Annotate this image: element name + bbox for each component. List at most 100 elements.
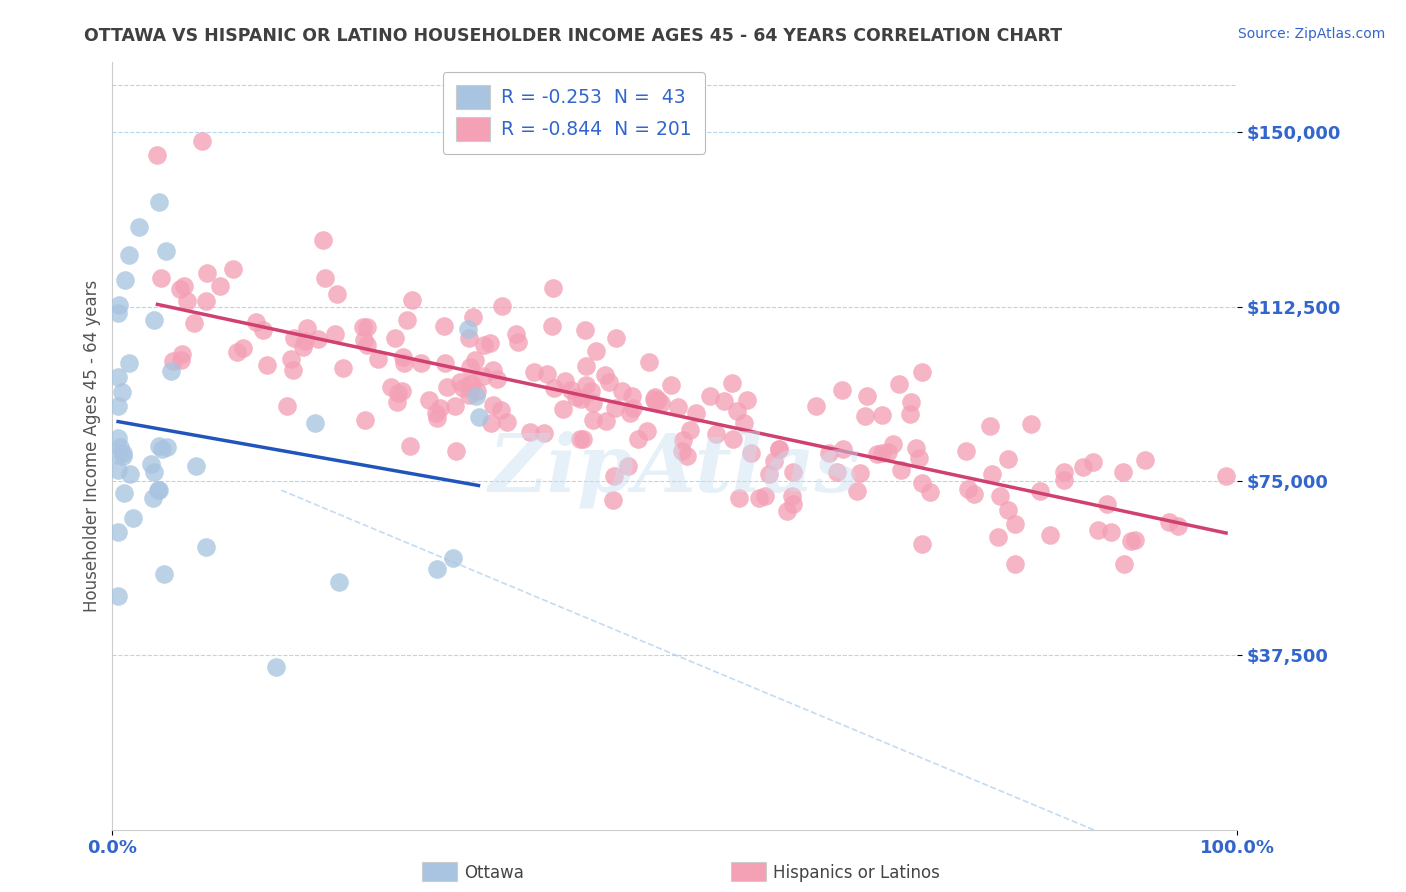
Point (353, 333, 375, 347)
Text: Hispanics or Latinos: Hispanics or Latinos (773, 864, 941, 882)
Point (900, 395, 922, 409)
Point (908, 450, 931, 465)
Point (441, 551, 464, 566)
Point (644, 394, 666, 409)
Point (108, 441, 131, 455)
Point (209, 279, 232, 293)
Point (380, 380, 402, 394)
Point (453, 381, 475, 395)
Point (748, 491, 770, 505)
Point (472, 337, 495, 351)
Point (911, 537, 934, 551)
Point (464, 352, 486, 367)
Point (979, 418, 1001, 433)
Point (385, 395, 408, 409)
Point (603, 401, 626, 415)
Point (356, 320, 378, 334)
Point (495, 415, 517, 429)
Point (172, 346, 194, 360)
Point (713, 393, 735, 408)
Point (460, 359, 482, 374)
Point (638, 355, 661, 369)
Point (1215, 469, 1237, 483)
Point (443, 399, 465, 413)
Point (436, 380, 458, 394)
Point (610, 384, 633, 399)
Point (328, 574, 350, 589)
Point (184, 458, 207, 473)
Point (723, 432, 745, 446)
Point (704, 427, 727, 442)
Point (671, 444, 693, 458)
Point (367, 352, 389, 367)
Point (1123, 533, 1146, 547)
Point (304, 416, 326, 430)
Point (762, 454, 785, 468)
Point (433, 356, 456, 370)
Text: Ottawa: Ottawa (464, 864, 524, 882)
Point (467, 384, 489, 399)
Point (449, 375, 471, 389)
Point (981, 467, 1004, 482)
Point (870, 446, 893, 460)
Point (283, 362, 305, 376)
Point (804, 399, 827, 413)
Point (256, 359, 278, 373)
Point (627, 432, 650, 446)
Point (582, 396, 605, 410)
Point (579, 384, 602, 398)
Point (169, 282, 191, 296)
Point (392, 356, 415, 370)
Point (890, 462, 912, 476)
Point (486, 372, 509, 386)
Point (152, 566, 174, 581)
Point (112, 445, 135, 459)
Point (444, 444, 467, 458)
Point (118, 356, 141, 370)
Point (399, 439, 422, 453)
Point (955, 444, 977, 458)
Point (699, 389, 721, 403)
Point (541, 318, 564, 333)
Point (572, 433, 595, 447)
Point (426, 562, 449, 576)
Point (541, 281, 564, 295)
Point (1053, 473, 1076, 487)
Point (1097, 497, 1119, 511)
Point (721, 376, 744, 390)
Point (457, 322, 479, 336)
Point (1167, 519, 1189, 533)
Point (543, 381, 565, 395)
Point (195, 540, 218, 554)
Point (245, 315, 267, 329)
Point (479, 416, 502, 430)
Point (1083, 455, 1105, 469)
Point (170, 353, 193, 368)
Point (146, 148, 169, 162)
Point (650, 396, 672, 410)
Point (489, 403, 512, 417)
Point (458, 331, 481, 345)
Point (571, 392, 593, 406)
Point (401, 293, 423, 307)
Point (458, 377, 481, 392)
Point (963, 487, 986, 501)
Point (276, 399, 298, 413)
Point (987, 530, 1010, 544)
Point (911, 475, 934, 490)
Point (396, 313, 419, 327)
Text: Source: ZipAtlas.com: Source: ZipAtlas.com (1237, 27, 1385, 41)
Point (155, 244, 177, 258)
Point (195, 293, 218, 308)
Point (827, 466, 849, 480)
Point (585, 344, 607, 359)
Point (831, 383, 853, 397)
Point (148, 439, 170, 453)
Point (121, 510, 143, 524)
Point (264, 660, 287, 674)
Point (392, 350, 415, 364)
Point (312, 233, 335, 247)
Point (595, 414, 617, 428)
Point (780, 489, 803, 503)
Point (679, 423, 702, 437)
